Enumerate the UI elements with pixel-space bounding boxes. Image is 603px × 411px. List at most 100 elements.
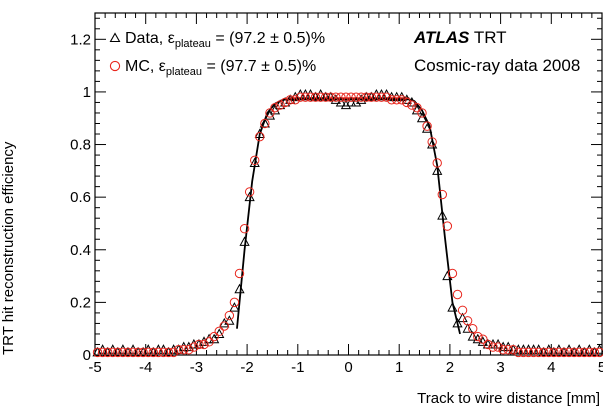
y-tick-label: 1	[83, 84, 91, 101]
data-point	[132, 346, 144, 357]
experiment-annotation: ATLAS TRT Cosmic-ray data 2008	[413, 28, 580, 75]
mc-point	[488, 342, 498, 352]
data-point	[203, 333, 215, 344]
mc-point	[255, 131, 265, 142]
mc-point	[356, 92, 366, 102]
data-point	[224, 315, 235, 325]
mc-point	[143, 347, 153, 358]
data-point	[568, 346, 580, 357]
data-point	[330, 94, 341, 104]
data-point	[356, 94, 367, 104]
mc-point	[442, 221, 453, 231]
data-point	[462, 323, 473, 333]
data-point	[320, 91, 331, 102]
x-axis-title: Track to wire distance [mm]	[417, 390, 600, 407]
mc-point	[407, 100, 417, 110]
mc-point	[391, 95, 402, 105]
data-point	[401, 94, 412, 104]
data-point	[122, 346, 134, 357]
mc-point	[133, 347, 143, 358]
data-point	[467, 331, 478, 341]
data-point	[472, 333, 483, 344]
mc-point	[153, 347, 164, 358]
data-point	[234, 283, 245, 294]
mc-point	[163, 347, 174, 358]
data-point	[335, 96, 347, 107]
data-points	[92, 88, 603, 358]
mc-point	[260, 118, 270, 129]
data-point	[188, 338, 200, 349]
data-point	[589, 346, 600, 357]
mc-point	[310, 92, 321, 102]
mc-point	[224, 310, 235, 321]
legend-marker-data	[109, 32, 121, 43]
mc-point	[351, 92, 361, 102]
mc-point	[478, 334, 488, 344]
x-tick-label: 1	[395, 359, 403, 376]
legend: Data, εplateau = (97.2 ± 0.5)% MC, εplat…	[109, 30, 325, 78]
data-point	[325, 91, 336, 102]
mc-point	[554, 347, 564, 358]
mc-point	[427, 137, 437, 147]
mc-point	[544, 347, 554, 358]
data-point	[442, 270, 453, 281]
y-tick-label: 0	[83, 347, 91, 364]
data-point	[102, 346, 113, 357]
mc-point	[483, 339, 493, 350]
mc-point	[102, 347, 113, 358]
mc-point	[280, 97, 290, 108]
y-tick-label: 0.2	[70, 294, 91, 311]
mc-point	[579, 347, 589, 358]
x-tick-label: -2	[240, 359, 253, 376]
data-point	[406, 96, 418, 107]
mc-point	[265, 108, 275, 118]
data-point	[538, 346, 549, 357]
data-point	[112, 346, 123, 357]
mc-point	[559, 347, 569, 358]
mc-point	[498, 345, 508, 355]
mc-point	[173, 345, 184, 355]
data-point	[244, 191, 255, 202]
mc-point	[549, 347, 559, 358]
data-point	[138, 346, 149, 357]
mc-point	[386, 95, 397, 105]
mc-point	[179, 345, 189, 355]
mc-point	[538, 347, 549, 358]
x-tick-label: 0	[344, 359, 352, 376]
mc-point	[381, 92, 392, 102]
legend-entry-data: Data, εplateau = (97.2 ± 0.5)%	[125, 30, 325, 50]
mc-point	[285, 95, 295, 105]
dataset-label: Cosmic-ray data 2008	[414, 56, 580, 75]
mc-point	[437, 189, 447, 200]
mc-point	[108, 347, 118, 358]
mc-point	[128, 347, 138, 358]
x-tick-label: -5	[88, 359, 101, 376]
data-point	[447, 302, 458, 312]
mc-point	[508, 345, 518, 355]
mc-point	[584, 347, 595, 358]
mc-point	[214, 326, 224, 337]
mc-point	[239, 224, 250, 234]
mc-point	[189, 342, 199, 352]
mc-point	[320, 92, 331, 102]
mc-point	[569, 347, 579, 358]
x-tick-label: 5	[598, 359, 603, 376]
data-point	[427, 138, 438, 149]
mc-point	[473, 331, 483, 342]
mc-point	[518, 347, 529, 358]
y-axis-ticks	[95, 17, 602, 356]
data-point	[254, 128, 265, 139]
mc-point	[92, 347, 103, 358]
mc-point	[209, 331, 219, 342]
data-point	[361, 91, 372, 102]
data-point	[432, 165, 443, 175]
mc-point	[361, 92, 371, 102]
y-axis-title: TRT hit reconstruction efficiency	[0, 141, 17, 355]
data-point	[148, 346, 159, 357]
mc-point	[295, 92, 306, 102]
mc-point	[315, 92, 326, 102]
data-point	[366, 91, 377, 102]
y-tick-label: 0.4	[70, 242, 91, 259]
mc-point	[523, 347, 534, 358]
x-axis-tick-labels: -5 -4 -3 -2 -1 0 1 2 3 4 5	[88, 359, 603, 376]
